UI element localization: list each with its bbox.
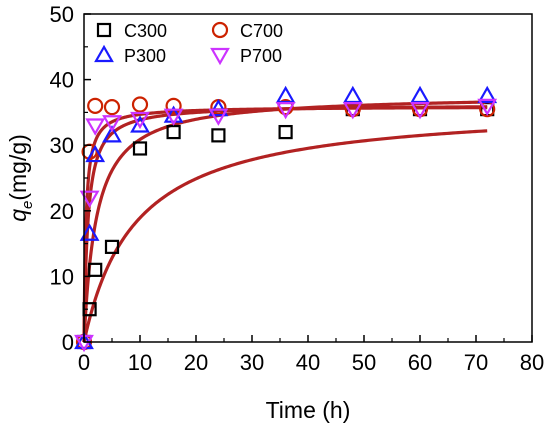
- y-axis-title: qe(mg/g): [5, 134, 36, 222]
- x-tick-label: 0: [78, 350, 90, 375]
- data-point-c300: [166, 124, 181, 140]
- y-tick-label: 20: [50, 199, 74, 224]
- x-tick-label: 80: [520, 350, 544, 375]
- y-tick-label: 40: [50, 68, 74, 93]
- data-point-p300: [130, 115, 150, 133]
- data-point-p700: [275, 102, 296, 120]
- x-tick-label: 40: [296, 350, 320, 375]
- data-point-c700: [277, 99, 294, 116]
- data-point-c300: [132, 141, 148, 156]
- x-tick-label: 10: [128, 350, 152, 375]
- legend-label: C700: [240, 21, 283, 41]
- data-point-p700: [342, 102, 363, 120]
- data-point-p300: [410, 85, 430, 104]
- data-point-c700: [131, 96, 149, 113]
- legend-label: P700: [240, 46, 282, 66]
- data-point-p300: [85, 144, 106, 163]
- data-point-p300: [102, 125, 122, 143]
- data-point-c700: [103, 99, 121, 116]
- axis-ticks: 0 10 20 30 40 50 60 70 80 0 10 20 30 40 50: [50, 2, 545, 375]
- x-tick-label: 30: [240, 350, 264, 375]
- y-axis-symbol: q: [5, 209, 31, 222]
- data-point-c300: [88, 262, 103, 277]
- legend-marker-c300: [96, 22, 112, 38]
- x-tick-label: 50: [352, 350, 376, 375]
- data-point-p300: [208, 98, 229, 117]
- data-point-p300: [342, 85, 363, 104]
- data-point-c700: [87, 97, 104, 114]
- data-point-c700: [165, 97, 182, 114]
- data-point-c300: [278, 124, 293, 140]
- y-axis-subscript: e: [19, 201, 36, 209]
- fit-curve-c300: [82, 129, 488, 343]
- legend-label: P300: [124, 46, 166, 66]
- legend-marker-p700: [210, 47, 230, 66]
- y-axis-unit: (mg/g): [5, 134, 31, 200]
- x-tick-label: 20: [184, 350, 208, 375]
- legend-label: C300: [124, 21, 167, 41]
- y-tick-label: 50: [50, 2, 74, 27]
- y-tick-label: 30: [50, 133, 74, 158]
- data-point-p700: [163, 108, 184, 126]
- legend-marker-p300: [94, 44, 114, 63]
- data-point-p700: [130, 111, 150, 130]
- data-markers: [74, 85, 498, 353]
- fit-curve-p700: [82, 105, 488, 342]
- x-tick-label: 70: [464, 350, 488, 375]
- x-tick-label: 60: [408, 350, 432, 375]
- data-point-p700: [477, 98, 498, 117]
- data-point-p700: [102, 115, 122, 133]
- data-point-p300: [477, 85, 498, 104]
- data-point-p700: [208, 108, 229, 126]
- data-point-c300: [211, 128, 226, 143]
- data-point-p700: [410, 102, 430, 120]
- y-tick-label: 10: [50, 264, 74, 289]
- legend: C300 C700 P300 P700: [94, 21, 283, 66]
- data-point-p700: [85, 118, 106, 136]
- y-tick-label: 0: [62, 330, 74, 355]
- data-point-p300: [275, 85, 296, 104]
- data-point-p700: [79, 190, 100, 208]
- x-axis-title: Time (h): [266, 397, 351, 423]
- data-point-p300: [79, 223, 100, 241]
- legend-marker-c700: [211, 21, 229, 39]
- data-point-c300: [104, 239, 120, 254]
